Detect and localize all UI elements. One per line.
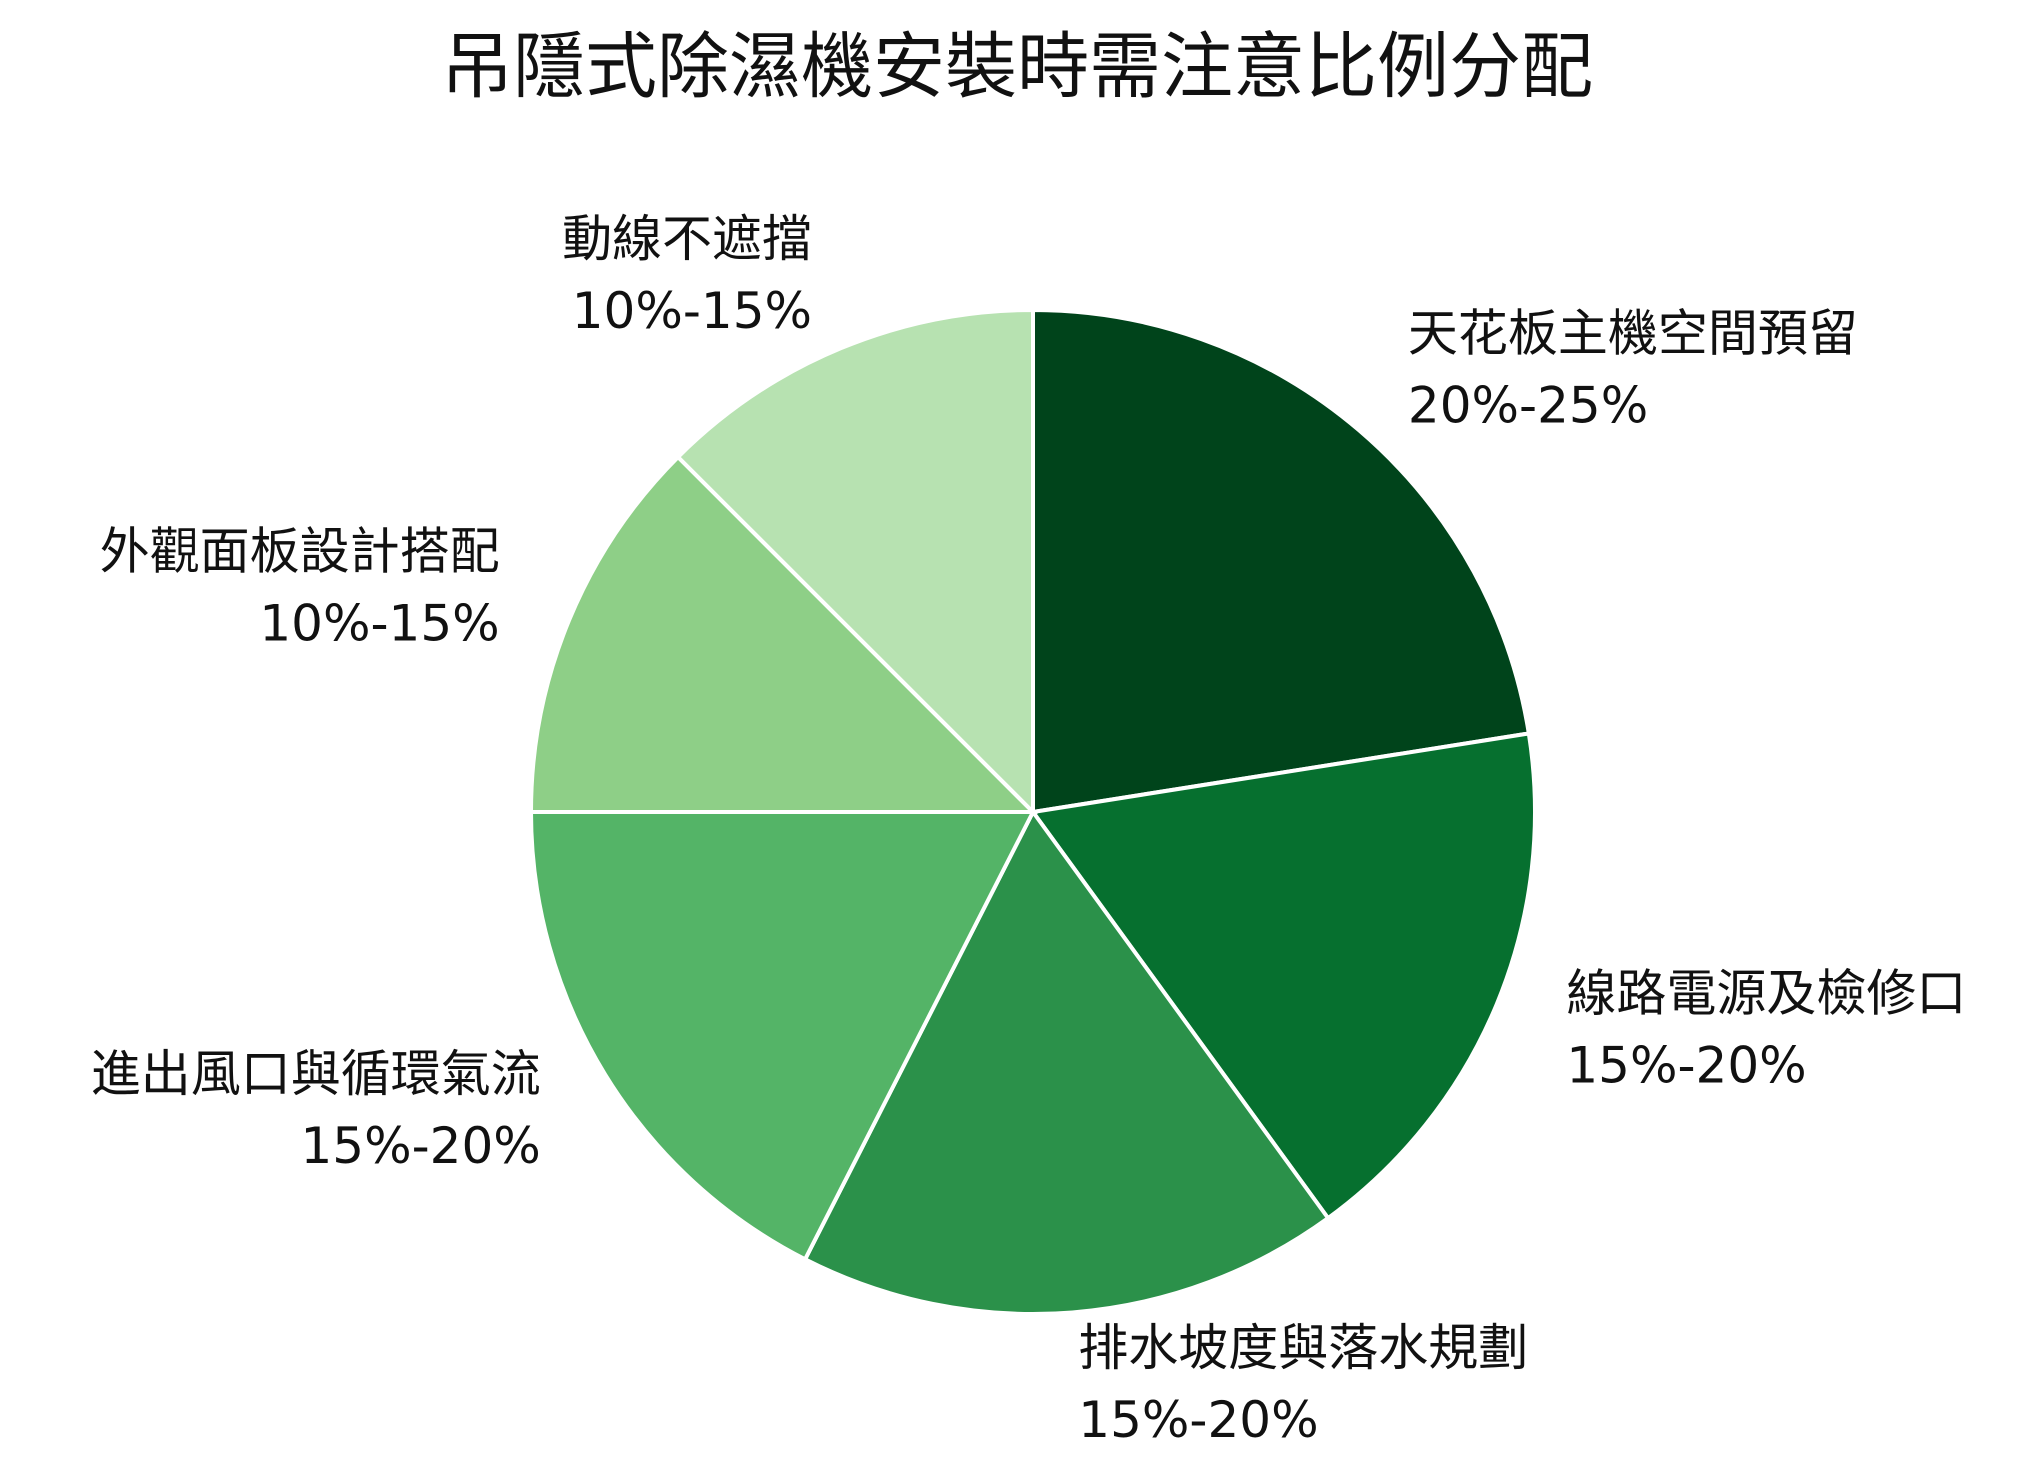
slice-value-label: 15%-20%	[1566, 1036, 1806, 1094]
pie-slice	[802, 808, 1331, 1316]
pie-slice	[528, 810, 1037, 1262]
slice-label: 進出風口與循環氣流	[91, 1045, 541, 1103]
pie-slice	[528, 454, 1038, 814]
slice-value-label: 10%-15%	[259, 595, 499, 653]
pie-slice	[1029, 731, 1537, 1221]
slice-value-label: 20%-25%	[1408, 377, 1648, 435]
slice-label: 線路電源及檢修口	[1566, 964, 1966, 1022]
slice-label: 天花板主機空間預留	[1408, 305, 1858, 363]
slice-value-label: 10%-15%	[572, 282, 812, 340]
slice-label: 排水坡度與落水規劃	[1078, 1319, 1528, 1377]
slice-value-label: 15%-20%	[1078, 1391, 1318, 1449]
slice-value-label: 15%-20%	[300, 1117, 540, 1175]
slice-label: 外觀面板設計搭配	[100, 523, 500, 581]
slice-label: 動線不遮擋	[562, 210, 812, 268]
chart-title: 吊隱式除濕機安裝時需注意比例分配	[441, 25, 1593, 109]
pie-slice	[675, 307, 1035, 817]
pie-slice	[1031, 307, 1532, 815]
